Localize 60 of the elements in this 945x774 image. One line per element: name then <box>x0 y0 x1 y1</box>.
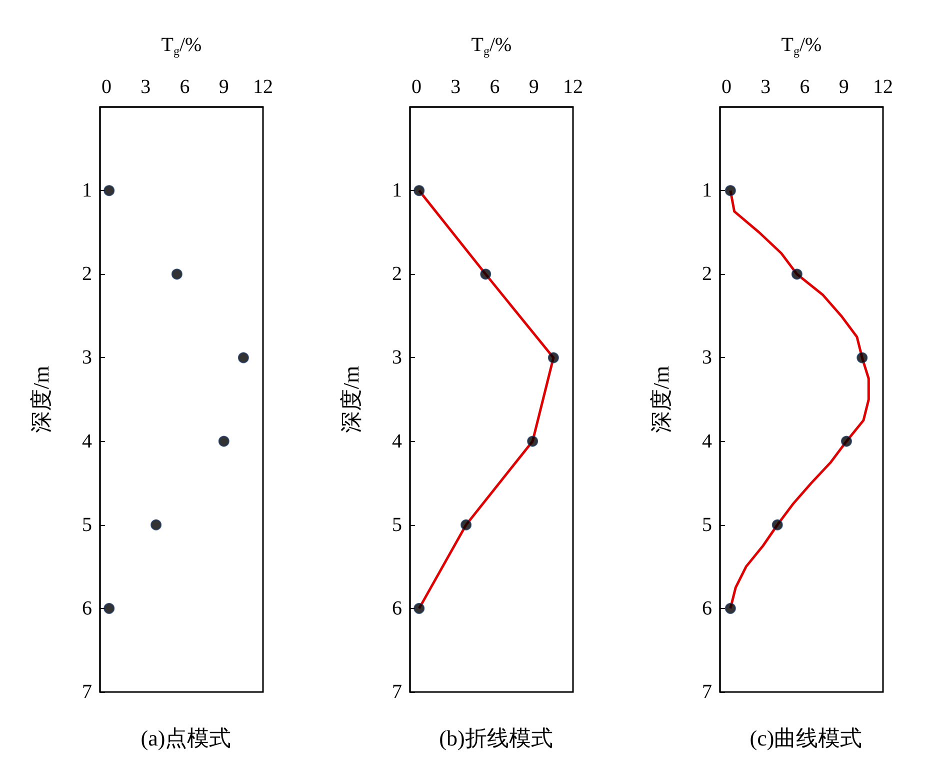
y-tick-label: 5 <box>702 514 712 536</box>
point <box>218 436 230 447</box>
x-tick-label: 12 <box>563 76 583 98</box>
y-tick-label: 1 <box>82 180 92 202</box>
x-tick-label: 6 <box>800 76 810 98</box>
x-tick-label: 0 <box>412 76 422 98</box>
point <box>104 602 115 614</box>
y-tick-label: 3 <box>82 346 92 369</box>
point <box>856 352 868 364</box>
x-tick-label: 6 <box>180 76 190 98</box>
point <box>548 352 559 364</box>
y-tick-label: 5 <box>392 514 402 536</box>
text: (c)曲线模式 <box>750 726 862 750</box>
point <box>724 185 736 196</box>
y-tick-label: 2 <box>702 263 712 286</box>
x-tick-label: 12 <box>253 76 273 98</box>
point <box>791 268 802 280</box>
y-tick-label: 6 <box>82 597 92 620</box>
y-tick-label: 3 <box>702 346 712 369</box>
y-tick-label: 6 <box>392 597 402 620</box>
x-tick-label: 9 <box>218 76 229 98</box>
x-tick-label: 0 <box>102 76 112 98</box>
y-tick-label: 3 <box>392 346 402 369</box>
point <box>414 185 425 196</box>
x-tick-label: 3 <box>450 76 461 98</box>
y-tick-label: 1 <box>702 180 712 202</box>
point <box>724 602 736 614</box>
point <box>772 519 783 530</box>
y-tick-label: 2 <box>82 263 92 286</box>
point <box>150 519 162 530</box>
point <box>238 352 249 364</box>
y-axis-title: 深度/m <box>338 366 364 434</box>
x-tick-label: 9 <box>838 76 849 98</box>
point <box>460 519 472 530</box>
point <box>527 436 538 447</box>
x-tick-label: 6 <box>490 76 500 98</box>
y-tick-label: 4 <box>82 430 92 452</box>
y-tick-label: 4 <box>702 430 712 452</box>
y-tick-label: 4 <box>392 430 402 452</box>
y-tick-label: 7 <box>392 681 402 703</box>
x-tick-label: 0 <box>722 76 732 98</box>
point <box>414 602 425 614</box>
x-tick-label: 3 <box>760 76 771 98</box>
y-tick-label: 7 <box>82 681 92 703</box>
point <box>171 268 182 280</box>
point <box>841 436 852 447</box>
x-tick-label: 3 <box>140 76 151 98</box>
x-tick-label: 9 <box>528 76 539 98</box>
point <box>104 185 115 196</box>
text: (b)折线模式 <box>439 726 553 750</box>
y-tick-label: 5 <box>82 514 92 536</box>
y-tick-label: 6 <box>702 597 712 620</box>
y-axis-title: 深度/m <box>648 366 674 434</box>
x-tick-label: 12 <box>873 76 893 98</box>
y-tick-label: 1 <box>392 180 402 202</box>
text: (a)点模式 <box>140 726 232 750</box>
point <box>480 268 492 280</box>
y-tick-label: 2 <box>392 263 402 286</box>
y-axis-title: 深度/m <box>28 366 54 434</box>
y-tick-label: 7 <box>702 681 712 703</box>
